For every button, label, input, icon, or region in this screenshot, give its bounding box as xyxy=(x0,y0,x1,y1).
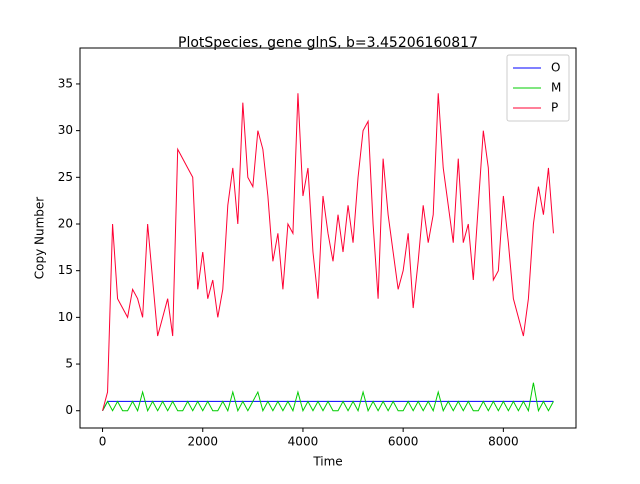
y-tick-label: 30 xyxy=(58,123,73,137)
x-tick-label: 0 xyxy=(99,435,107,449)
chart-title: PlotSpecies, gene glnS, b=3.45206160817 xyxy=(178,35,478,51)
y-tick-label: 35 xyxy=(58,76,73,90)
x-tick-label: 6000 xyxy=(388,435,419,449)
y-tick-label: 15 xyxy=(58,263,73,277)
y-tick-label: 5 xyxy=(65,357,73,371)
legend-label: M xyxy=(551,81,561,95)
y-axis-label: Copy Number xyxy=(33,197,47,280)
x-tick-label: 4000 xyxy=(288,435,319,449)
y-tick-label: 20 xyxy=(58,216,73,230)
y-tick-label: 10 xyxy=(58,310,73,324)
legend-label: P xyxy=(551,101,558,115)
plot-frame xyxy=(79,47,577,429)
legend-label: O xyxy=(551,61,560,75)
series-line xyxy=(102,93,554,411)
x-tick-label: 8000 xyxy=(488,435,519,449)
x-tick-label: 2000 xyxy=(187,435,218,449)
y-tick-label: 25 xyxy=(58,170,73,184)
x-axis-label: Time xyxy=(312,455,342,469)
series-line xyxy=(102,382,554,413)
y-tick-label: 0 xyxy=(65,403,73,417)
